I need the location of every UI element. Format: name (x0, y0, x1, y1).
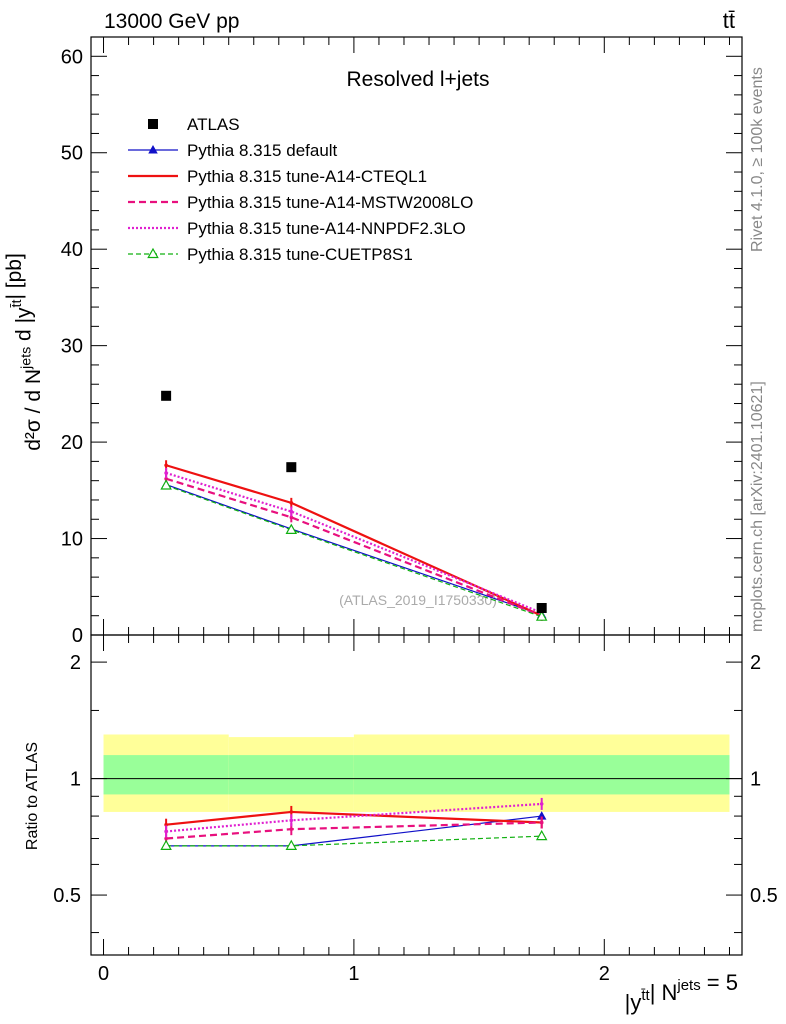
atlas-data-point (536, 602, 547, 613)
legend-marker-atlas (148, 119, 158, 129)
ratio-y-tick-label: 2 (70, 652, 81, 674)
series-point (164, 463, 168, 468)
x-axis-label: |yt̄t| Njets = 5 (625, 970, 738, 1015)
ratio-series-line (166, 821, 542, 840)
legend-label: Pythia 8.315 default (187, 141, 338, 160)
x-tick-label: 0 (98, 963, 109, 985)
rivet-label: Rivet 4.1.0, ≥ 100k events (749, 67, 766, 252)
label-superscript: jets (676, 977, 700, 994)
y-tick-label: 20 (61, 432, 83, 454)
x-axis-label-text: |yt̄t| Njets = 5 (625, 970, 738, 1015)
y-tick-label: 0 (72, 625, 83, 647)
ratio-series-point (539, 820, 544, 825)
ratio-y-tick-label: 0.5 (53, 885, 81, 907)
series-marker (285, 523, 298, 534)
ratio-series-point (289, 810, 294, 814)
label-text: | [pb] (3, 253, 26, 299)
series-point (289, 509, 294, 514)
atlas-data-point (286, 462, 297, 473)
ratio-series-marker (285, 839, 298, 850)
ratio-series-point (289, 827, 294, 831)
ratio-band-green (228, 755, 354, 795)
ratio-y-tick-label-right: 0.5 (750, 885, 778, 907)
atlas-data-points (161, 390, 547, 613)
ratio-panel: 0.5 0.5 1 1 2 2 0 1 2 (53, 634, 778, 985)
series-marker (160, 479, 172, 490)
label-superscript: jets (19, 347, 35, 370)
ratio-series-point (164, 836, 168, 841)
legend: ATLAS Pythia 8.315 default Pythia 8.315 tu… (128, 115, 473, 264)
label-text: d²σ / d N (22, 369, 45, 451)
legend-label-atlas: ATLAS (187, 115, 240, 134)
y-axis-label-ratio: Ratio to ATLAS (24, 742, 41, 850)
legend-label: Pythia 8.315 tune-CUETP8S1 (187, 245, 413, 264)
y-axis-label-main: d²σ / d Njets d |yt̄t| [pb] (3, 253, 45, 451)
x-tick-label: 2 (599, 963, 610, 985)
x-tick-label: 1 (348, 963, 359, 985)
ratio-series-marker (535, 829, 548, 841)
ratio-series-point (539, 802, 544, 806)
legend-marker (147, 247, 159, 259)
atlas-data-point (161, 390, 172, 401)
ratio-ticks: 0.5 0.5 1 1 2 2 0 1 2 (53, 635, 778, 985)
main-ticks: 0 10 20 30 40 50 60 (61, 37, 742, 647)
ratio-band-green (353, 755, 730, 795)
analysis-watermark: (ATLAS_2019_I1750330) (339, 592, 497, 608)
y-tick-label: 40 (61, 239, 83, 261)
ratio-series-marker (160, 839, 172, 850)
legend-label: Pythia 8.315 tune-A14-NNPDF2.3LO (187, 219, 466, 238)
series-line (165, 477, 543, 617)
main-series (160, 460, 548, 621)
ratio-series-point (289, 818, 294, 823)
ratio-band-green (103, 755, 229, 795)
y-tick-label: 10 (61, 529, 83, 551)
series-point (289, 501, 294, 505)
series-point (164, 471, 168, 475)
ratio-series-line (166, 835, 542, 847)
y-tick-label: 50 (61, 143, 83, 165)
label-text: | N (650, 980, 678, 1005)
ratio-uncertainty-bands (91, 734, 742, 812)
main-panel: 0 10 20 30 40 50 60 Resolved l+jets (ATLAS_201… (61, 36, 743, 647)
source-label: mcplots.cern.ch [arXiv:2401.10621] (749, 381, 766, 632)
ratio-series (160, 797, 548, 850)
legend-label: Pythia 8.315 tune-A14-MSTW2008LO (187, 193, 473, 212)
label-text: |y (625, 990, 642, 1015)
legend-marker (148, 145, 158, 154)
ratio-y-tick-label-right: 1 (750, 769, 761, 791)
ratio-series-point (164, 829, 168, 834)
label-superscript: t̄t (640, 987, 650, 1004)
ratio-y-tick-label: 1 (70, 769, 81, 791)
series-marker (535, 610, 548, 621)
ratio-y-tick-label-right: 2 (750, 652, 761, 674)
ratio-series-marker (536, 811, 547, 820)
y-tick-label: 60 (61, 46, 83, 68)
process-label: tt̄ (723, 8, 735, 33)
legend-label: Pythia 8.315 tune-A14-CTEQL1 (187, 167, 427, 186)
label-text: = 5 (701, 970, 738, 995)
label-text: d |y (13, 307, 36, 347)
energy-label: 13000 GeV pp (104, 10, 239, 33)
label-superscript: t̄t (9, 299, 25, 307)
chart-title: Resolved l+jets (347, 68, 490, 91)
y-tick-label: 30 (61, 336, 83, 358)
y-axis-label-text: d²σ / d Njets d |yt̄t| [pb] (3, 253, 45, 451)
